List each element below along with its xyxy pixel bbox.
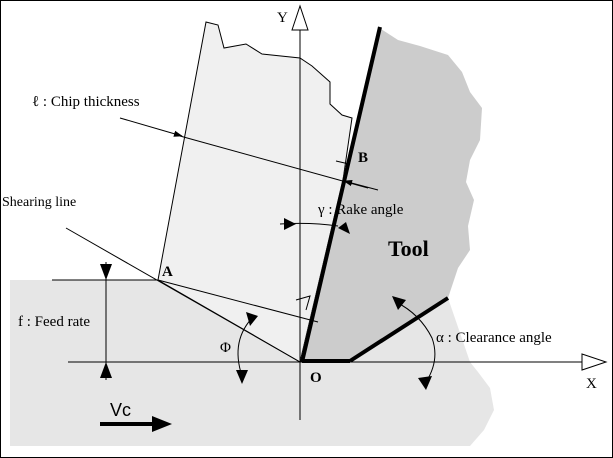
chip-thickness-pointer	[119, 117, 183, 137]
chip-region	[157, 21, 353, 363]
cutting-speed-label: Vc	[110, 400, 131, 420]
chip-thickness-arrow-b	[343, 180, 379, 191]
y-axis-arrowhead	[291, 4, 309, 31]
rake-angle-arrow-right	[338, 222, 350, 234]
point-b-label: B	[358, 150, 368, 166]
clearance-angle-arc	[395, 301, 436, 383]
clearance-arrow-bottom	[418, 376, 432, 390]
x-axis-label: X	[586, 376, 597, 392]
point-o-label: O	[310, 370, 322, 386]
shear-arrow-bottom	[236, 370, 248, 384]
cutting-speed-arrowhead	[152, 416, 172, 432]
workpiece-region	[10, 280, 494, 446]
feed-rate-label: f : Feed rate	[18, 314, 90, 330]
rake-angle-label: γ : Rake angle	[317, 202, 404, 218]
shearing-line-label: Shearing line	[2, 195, 76, 210]
x-axis-arrowhead	[581, 353, 608, 371]
tool-region	[300, 27, 482, 362]
a-to-rake-line	[157, 279, 319, 323]
right-angle-mark-b	[335, 160, 350, 178]
chip-thickness-line	[179, 135, 369, 189]
point-a-label: A	[162, 264, 173, 280]
right-angle-mark-a	[295, 295, 311, 311]
rake-angle-arrow-left	[284, 218, 296, 230]
y-axis-label: Y	[277, 10, 288, 26]
clearance-arrow-top	[392, 296, 406, 310]
rake-face	[300, 26, 382, 363]
shearing-line	[65, 227, 301, 363]
phi-label: Φ	[220, 340, 231, 356]
feed-arrow-bottom	[100, 362, 112, 378]
feed-arrow-top	[100, 264, 112, 280]
shear-arrow-top	[246, 312, 258, 326]
clearance-face	[348, 296, 450, 363]
clearance-angle-label: α : Clearance angle	[436, 330, 552, 346]
tool-label: Tool	[388, 236, 429, 261]
chip-thickness-label: ℓ : Chip thickness	[32, 94, 140, 110]
